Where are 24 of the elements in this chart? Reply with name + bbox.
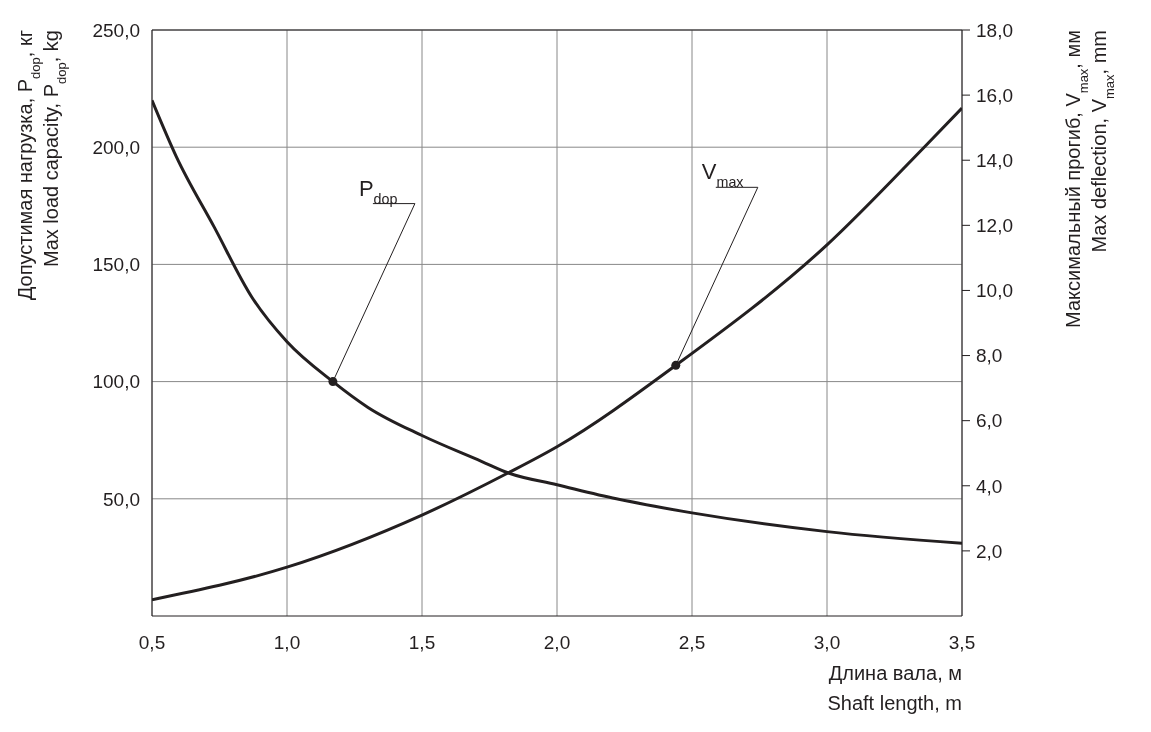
y-tick-label: 50,0 (103, 488, 140, 510)
annotation: V$_{max}$ (701, 159, 744, 191)
y2-tick-label: 2,0 (976, 540, 1003, 562)
x-tick-label: 1,5 (408, 632, 436, 654)
x-tick-label: 3,0 (813, 632, 841, 654)
x-tick-label: 2,0 (543, 632, 571, 654)
y-tick-label: 200,0 (92, 136, 140, 158)
y2-tick-label: 10,0 (976, 280, 1013, 302)
x-tick-label: 1,0 (273, 632, 301, 654)
y2-tick-label: 18,0 (976, 19, 1013, 41)
annotation: P$_{dop}$ (358, 175, 398, 207)
y2-tick-label: 12,0 (976, 215, 1013, 237)
x-tick-label: 3,5 (948, 632, 976, 654)
y-tick-label: 150,0 (92, 254, 140, 276)
y-tick-label: 100,0 (92, 371, 140, 393)
y2-tick-label: 16,0 (976, 84, 1013, 106)
x-tick-label: 2,5 (678, 632, 706, 654)
y2-tick-label: 8,0 (976, 345, 1003, 367)
x-axis-title: Длина вала, м Shaft length, m (827, 662, 962, 714)
x-tick-label: 0,5 (138, 632, 166, 654)
y2-tick-label: 6,0 (976, 410, 1003, 432)
y-tick-label: 250,0 (92, 19, 140, 41)
y2-tick-label: 4,0 (976, 475, 1003, 497)
y2-tick-label: 14,0 (976, 149, 1013, 171)
